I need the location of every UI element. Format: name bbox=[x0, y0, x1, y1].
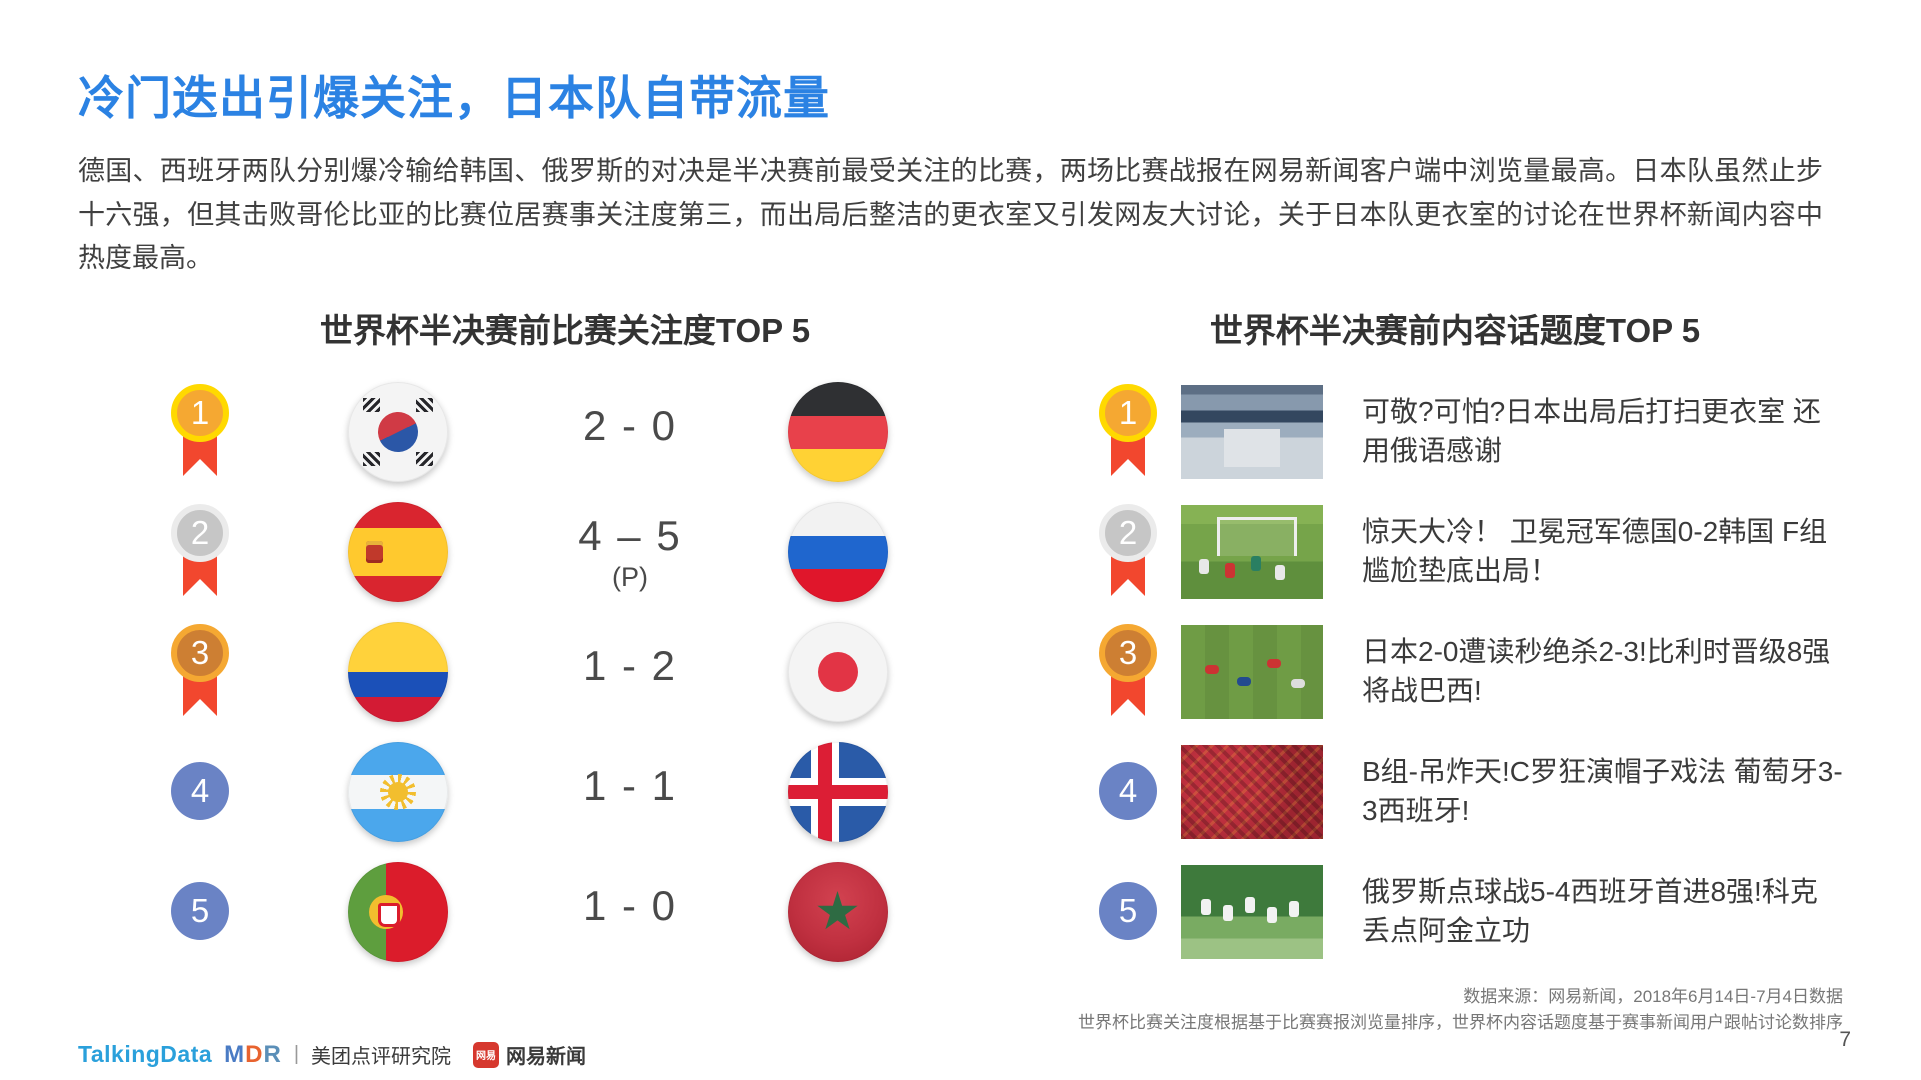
score-block: 1 - 1 bbox=[583, 762, 677, 822]
netease-badge-icon: 网易 bbox=[473, 1041, 500, 1068]
rank-number: 2 bbox=[1099, 504, 1157, 562]
page-number: 7 bbox=[1839, 1028, 1851, 1051]
rank-number: 5 bbox=[171, 882, 229, 940]
score-block: 4 – 5 (P) bbox=[578, 512, 681, 593]
pitch-players-thumbnail bbox=[1181, 625, 1323, 719]
right-panel-header: 世界杯半决赛前内容话题度TOP 5 bbox=[1209, 312, 1701, 349]
data-source-note: 数据来源：网易新闻，2018年6月14日-7月4日数据 世界杯比赛关注度根据基于… bbox=[1078, 984, 1843, 1037]
score-block: 1 - 0 bbox=[583, 882, 677, 942]
meituan-dianping-institute-logo: 美团点评研究院 bbox=[311, 1046, 452, 1068]
page-title: 冷门迭出引爆关注，日本队自带流量 bbox=[78, 72, 830, 124]
data-source-line2: 世界杯比赛关注度根据基于比赛赛报浏览量排序，世界杯内容话题度基于赛事新闻用户跟帖… bbox=[1078, 1013, 1843, 1033]
news-headline: 俄罗斯点球战5-4西班牙首进8强!科克丢点阿金立功 bbox=[1362, 876, 1818, 946]
news-row-5: 5 俄罗斯点球战5-4西班牙首进8强!科克丢点阿金立功 bbox=[1092, 852, 1845, 972]
morocco-flag-icon bbox=[787, 862, 888, 962]
netease-news-label: 网易新闻 bbox=[506, 1046, 587, 1068]
locker-room-thumbnail bbox=[1181, 385, 1323, 479]
match-row-5: 5 1 - 0 bbox=[135, 852, 945, 972]
penalty-note bbox=[583, 692, 677, 702]
mdr-logo: MDR bbox=[224, 1041, 282, 1069]
iceland-flag-icon bbox=[787, 742, 888, 842]
news-row-1: 1 可敬?可怕?日本出局后打扫更衣室 还用俄语感谢 bbox=[1092, 372, 1845, 492]
penalty-note bbox=[583, 932, 677, 942]
rank-number: 5 bbox=[1099, 882, 1157, 940]
colombia-flag-icon bbox=[347, 622, 448, 722]
match-score: 1 - 2 bbox=[582, 642, 678, 689]
rank-2-medal-icon: 2 bbox=[1098, 504, 1158, 600]
japan-flag-icon bbox=[787, 622, 888, 722]
news-row-4: 4 B组-吊炸天!C罗狂演帽子戏法 葡萄牙3-3西班牙! bbox=[1092, 732, 1845, 852]
news-row-2: 2 惊天大冷！ 卫冕冠军德国0-2韩国 F组尴尬垫底出局！ bbox=[1092, 492, 1845, 612]
germany-flag-icon bbox=[787, 382, 888, 482]
mdr-letter-r: R bbox=[263, 1040, 282, 1068]
data-source-line1: 数据来源：网易新闻，2018年6月14日-7月4日数据 bbox=[1463, 987, 1843, 1006]
news-headline: 惊天大冷！ 卫冕冠军德国0-2韩国 F组尴尬垫底出局！ bbox=[1362, 516, 1828, 586]
rank-4-circle-icon: 4 bbox=[170, 762, 230, 822]
match-row-2: 2 4 – 5 (P) bbox=[135, 492, 945, 612]
match-row-4: 4 1 - 1 bbox=[135, 732, 945, 852]
match-score: 1 - 0 bbox=[582, 882, 678, 929]
rank-1-medal-icon: 1 bbox=[1098, 384, 1158, 480]
penalty-note bbox=[583, 812, 677, 822]
rank-number: 2 bbox=[171, 504, 229, 562]
rank-3-medal-icon: 3 bbox=[170, 624, 230, 720]
rank-number: 3 bbox=[1099, 624, 1157, 682]
portugal-flag-icon bbox=[347, 862, 448, 962]
spain-flag-icon bbox=[347, 502, 448, 602]
rank-number: 4 bbox=[1099, 762, 1157, 820]
match-row-1: 1 2 - 0 bbox=[135, 372, 945, 492]
intro-paragraph: 德国、西班牙两队分别爆冷输给韩国、俄罗斯的对决是半决赛前最受关注的比赛，两场比赛… bbox=[78, 156, 1823, 274]
footer-logos: TalkingData MDR | 美团点评研究院 网易 网易新闻 bbox=[78, 1040, 586, 1069]
match-score: 1 - 1 bbox=[582, 762, 678, 809]
left-panel-header: 世界杯半决赛前比赛关注度TOP 5 bbox=[319, 312, 811, 349]
content-topic-list: 1 可敬?可怕?日本出局后打扫更衣室 还用俄语感谢 2 惊天大冷！ 卫冕冠军德国… bbox=[1092, 372, 1845, 972]
rank-5-circle-icon: 5 bbox=[170, 882, 230, 942]
rank-number: 3 bbox=[171, 624, 229, 682]
rank-number: 4 bbox=[171, 762, 229, 820]
penalty-note bbox=[583, 452, 677, 462]
news-headline: B组-吊炸天!C罗狂演帽子戏法 葡萄牙3-3西班牙! bbox=[1362, 756, 1843, 826]
netease-logo: 网易 网易新闻 bbox=[473, 1040, 586, 1069]
match-attention-list: 1 2 - 0 2 4 – 5 (P) 3 bbox=[135, 372, 945, 972]
match-row-3: 3 1 - 2 bbox=[135, 612, 945, 732]
south-korea-flag-icon bbox=[347, 382, 448, 482]
rank-2-medal-icon: 2 bbox=[170, 504, 230, 600]
news-headline: 可敬?可怕?日本出局后打扫更衣室 还用俄语感谢 bbox=[1362, 396, 1821, 466]
argentina-flag-icon bbox=[347, 742, 448, 842]
news-headline: 日本2-0遭读秒绝杀2-3!比利时晋级8强将战巴西! bbox=[1362, 636, 1831, 706]
rank-5-circle-icon: 5 bbox=[1098, 882, 1158, 942]
talkingdata-logo: TalkingData bbox=[78, 1041, 213, 1067]
rank-number: 1 bbox=[171, 384, 229, 442]
rank-4-circle-icon: 4 bbox=[1098, 762, 1158, 822]
score-block: 2 - 0 bbox=[583, 402, 677, 462]
rank-number: 1 bbox=[1099, 384, 1157, 442]
penalty-note: (P) bbox=[611, 561, 648, 592]
celebration-thumbnail bbox=[1181, 865, 1323, 959]
crowd-thumbnail bbox=[1181, 745, 1323, 839]
score-block: 1 - 2 bbox=[583, 642, 677, 702]
news-row-3: 3 日本2-0遭读秒绝杀2-3!比利时晋级8强将战巴西! bbox=[1092, 612, 1845, 732]
match-score: 4 – 5 bbox=[578, 511, 682, 559]
russia-flag-icon bbox=[787, 502, 888, 602]
logo-divider: | bbox=[293, 1043, 300, 1065]
goal-scene-thumbnail bbox=[1181, 505, 1323, 599]
mdr-letter-d: D bbox=[245, 1040, 264, 1068]
mdr-letter-m: M bbox=[224, 1040, 246, 1068]
rank-3-medal-icon: 3 bbox=[1098, 624, 1158, 720]
rank-1-medal-icon: 1 bbox=[170, 384, 230, 480]
match-score: 2 - 0 bbox=[582, 402, 678, 449]
